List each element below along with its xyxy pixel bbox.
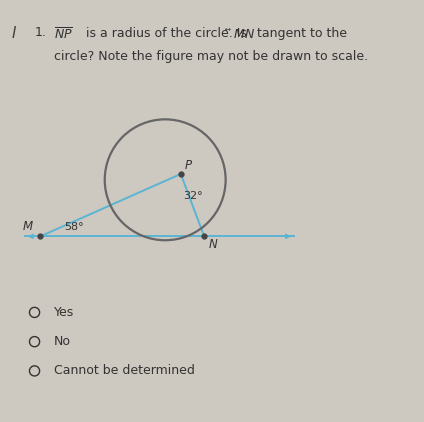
Text: P: P xyxy=(185,159,192,172)
Text: N: N xyxy=(209,238,218,251)
Text: 58°: 58° xyxy=(64,222,84,232)
Text: 1.: 1. xyxy=(34,26,46,39)
Text: Cannot be determined: Cannot be determined xyxy=(54,365,195,377)
Text: I: I xyxy=(11,26,16,41)
Text: No: No xyxy=(54,335,71,348)
Text: is a radius of the circle. Is: is a radius of the circle. Is xyxy=(86,27,247,40)
Text: $\overleftrightarrow{MN}$: $\overleftrightarrow{MN}$ xyxy=(225,27,255,41)
Text: circle? Note the figure may not be drawn to scale.: circle? Note the figure may not be drawn… xyxy=(54,50,368,63)
Text: $\overline{NP}$: $\overline{NP}$ xyxy=(54,27,73,42)
Text: tangent to the: tangent to the xyxy=(257,27,347,40)
Text: Yes: Yes xyxy=(54,306,74,319)
Text: M: M xyxy=(22,220,33,233)
Text: 32°: 32° xyxy=(183,192,202,201)
